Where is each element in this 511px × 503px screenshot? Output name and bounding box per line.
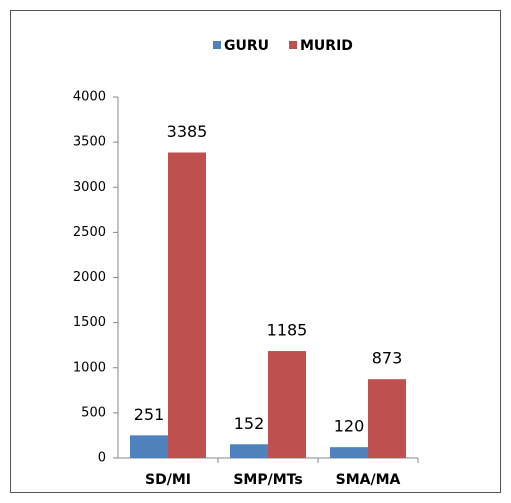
y-tick-label: 0 — [98, 451, 106, 466]
y-tick-label: 3000 — [73, 180, 106, 195]
legend-swatch — [213, 41, 221, 49]
bar — [130, 435, 168, 458]
y-tick-label: 4000 — [73, 90, 106, 105]
bar — [330, 447, 368, 458]
y-tick-label: 3500 — [73, 135, 106, 150]
legend-swatch — [289, 41, 297, 49]
y-tick-label: 1000 — [73, 360, 106, 375]
bar — [368, 379, 406, 458]
x-tick-label: SMA/MA — [336, 472, 401, 488]
value-label: 120 — [334, 417, 365, 436]
legend-label: GURU — [224, 38, 269, 54]
chart-frame — [10, 10, 501, 493]
x-tick-label: SD/MI — [145, 472, 191, 488]
value-label: 251 — [134, 405, 165, 424]
bar — [168, 152, 206, 458]
x-tick-label: SMP/MTs — [233, 472, 302, 488]
value-label: 1185 — [267, 321, 308, 340]
y-tick-label: 500 — [81, 405, 106, 420]
y-tick-label: 2000 — [73, 270, 106, 285]
y-tick-label: 1500 — [73, 315, 106, 330]
legend-label: MURID — [300, 38, 353, 54]
bar — [268, 351, 306, 458]
y-tick-label: 2500 — [73, 225, 106, 240]
value-label: 873 — [372, 349, 403, 368]
bar — [230, 444, 268, 458]
value-label: 152 — [234, 414, 265, 433]
value-label: 3385 — [167, 122, 208, 141]
